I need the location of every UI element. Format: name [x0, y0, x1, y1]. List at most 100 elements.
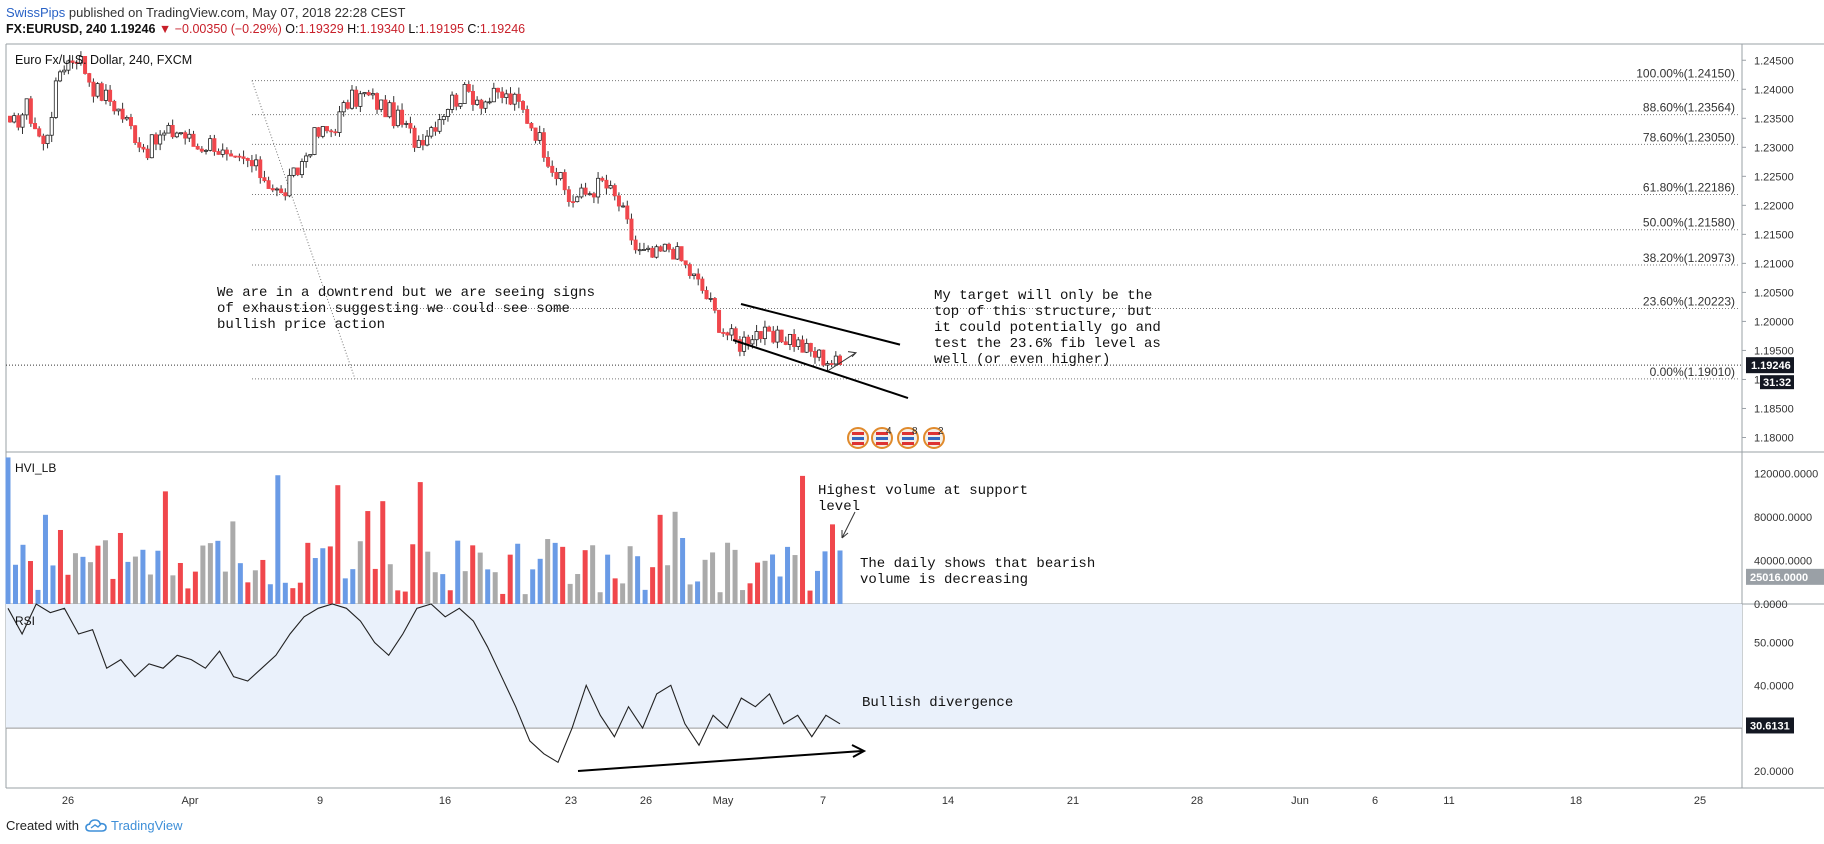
- volume-bar: [57, 529, 63, 604]
- candle: [320, 126, 325, 137]
- candle: [604, 179, 609, 189]
- candle: [95, 83, 100, 97]
- volume-decreasing-annotation: The daily shows that bearish volume is de…: [860, 556, 1095, 588]
- volume-bar: [425, 551, 431, 604]
- candle: [708, 298, 713, 300]
- candle: [721, 332, 726, 334]
- candle: [733, 328, 738, 341]
- volume-bar: [282, 582, 288, 604]
- candle: [495, 87, 500, 93]
- candle: [70, 60, 75, 63]
- event-count-badge: 2: [938, 426, 944, 437]
- candle: [333, 131, 338, 134]
- candle: [362, 92, 367, 95]
- flag-stripe: [852, 437, 864, 440]
- divergence-arrowhead: [851, 744, 867, 758]
- candle: [504, 93, 509, 98]
- candle: [400, 109, 405, 125]
- candle: [762, 326, 767, 340]
- candle: [800, 339, 805, 353]
- price-tick-label: 1.20000: [1754, 316, 1794, 328]
- annotation-line: level: [818, 499, 860, 515]
- candle: [120, 108, 125, 120]
- candle: [562, 172, 567, 191]
- volume-bar: [807, 590, 813, 604]
- candle: [829, 363, 834, 365]
- candle: [45, 134, 50, 145]
- volume-tick-label: 120000.0000: [1754, 469, 1818, 481]
- volume-bar: [395, 590, 401, 604]
- candle: [558, 172, 563, 180]
- volume-bar: [800, 475, 806, 604]
- volume-bar: [747, 583, 753, 604]
- rsi-tick-label: 50.0000: [1754, 638, 1794, 650]
- tradingview-logo[interactable]: TradingView: [85, 818, 183, 833]
- rsi-line: [7, 603, 841, 764]
- volume-bar: [65, 574, 71, 604]
- flag-stripe: [902, 437, 914, 440]
- candle: [491, 87, 496, 103]
- price-tick-label: 1.23000: [1754, 142, 1794, 154]
- time-tick-label: 7: [820, 795, 826, 807]
- candle: [546, 157, 551, 167]
- candle: [621, 205, 626, 208]
- candle: [274, 188, 279, 191]
- volume-bar: [140, 549, 146, 604]
- target-arrowhead: [847, 351, 858, 358]
- time-tick-label: 6: [1372, 795, 1378, 807]
- candle: [737, 339, 742, 352]
- candle: [324, 126, 329, 132]
- candle: [575, 196, 580, 203]
- volume-bar: [552, 542, 558, 604]
- volume-bar: [560, 546, 566, 604]
- annotation-line: bullish price action: [217, 317, 385, 333]
- candle: [58, 71, 63, 82]
- volume-bar: [492, 572, 498, 604]
- candle: [7, 115, 12, 123]
- flag-stripe: [876, 432, 888, 435]
- candle: [304, 155, 309, 162]
- candle: [179, 132, 184, 135]
- candle: [270, 188, 275, 191]
- candle: [395, 109, 400, 127]
- time-tick-label: 23: [565, 795, 577, 807]
- volume-bar: [260, 559, 266, 604]
- candle: [792, 333, 797, 347]
- volume-tick-label: 0.0000: [1754, 599, 1788, 611]
- volume-bar: [500, 593, 506, 604]
- volume-bar: [320, 548, 326, 604]
- candle: [796, 339, 801, 347]
- candle: [212, 138, 217, 152]
- volume-bar: [110, 578, 116, 604]
- fib-level-label: 23.60%(1.20223): [1643, 294, 1735, 308]
- candle: [521, 101, 526, 110]
- last-price-badge: [1746, 357, 1794, 374]
- author-link[interactable]: SwissPips: [6, 5, 66, 20]
- candle: [508, 93, 513, 105]
- candle: [616, 195, 621, 207]
- volume-bars: [5, 457, 843, 604]
- low-label: L:: [408, 22, 419, 36]
- candle: [812, 350, 817, 358]
- candle: [191, 133, 196, 147]
- candle: [408, 123, 413, 129]
- candle: [258, 159, 263, 179]
- candle: [312, 127, 317, 155]
- candle: [625, 205, 630, 220]
- volume-bar: [447, 590, 453, 604]
- candle: [354, 89, 359, 107]
- candle: [74, 62, 79, 64]
- candle: [587, 193, 592, 196]
- volume-bar: [297, 582, 303, 604]
- candle: [833, 355, 838, 365]
- volume-bar: [162, 491, 168, 604]
- volume-bar: [725, 542, 731, 604]
- volume-bar: [27, 561, 33, 604]
- candle: [379, 99, 384, 110]
- candle: [245, 158, 250, 161]
- volume-bar: [207, 543, 213, 604]
- candle: [287, 174, 292, 197]
- candle: [149, 134, 154, 159]
- time-tick-label: 18: [1570, 795, 1582, 807]
